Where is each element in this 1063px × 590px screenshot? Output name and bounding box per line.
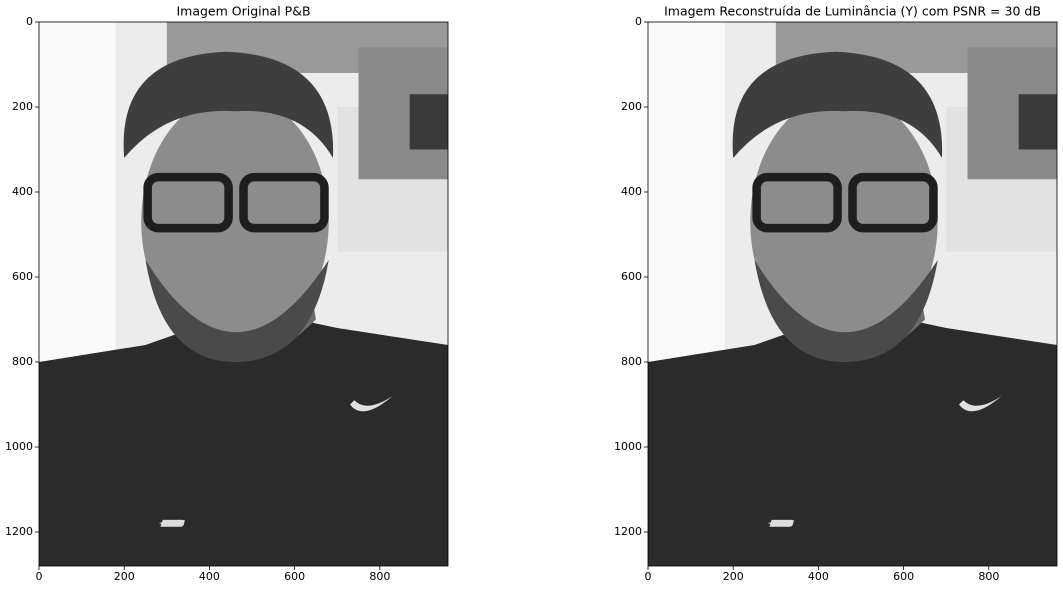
face [141, 94, 329, 350]
y-tick-label: 0 [635, 15, 642, 28]
y-tick-label: 200 [12, 100, 33, 113]
y-tick-label: 1000 [5, 440, 33, 453]
y-tick-label: 600 [12, 270, 33, 283]
y-tick-label: 600 [621, 270, 642, 283]
shirt-text: BEST IS [162, 521, 183, 527]
chart-title: Imagem Original P&B [176, 4, 310, 19]
x-tick-label: 400 [808, 570, 829, 583]
glasses-left [143, 172, 233, 233]
y-tick-label: 800 [12, 355, 33, 368]
glasses-left [752, 172, 842, 233]
image: BEST IS [648, 22, 1057, 566]
image-panel: BEST IS [648, 22, 1057, 566]
glasses-right [848, 172, 938, 233]
shirt-text: BEST IS [771, 521, 792, 527]
x-tick-label: 600 [284, 570, 305, 583]
hair [732, 51, 943, 158]
y-tick-label: 1200 [614, 525, 642, 538]
beard [754, 260, 938, 362]
x-tick-label: 0 [36, 570, 43, 583]
books [1018, 94, 1057, 150]
y-tick-label: 0 [26, 15, 33, 28]
chart-title: Imagem Reconstruída de Luminância (Y) co… [664, 4, 1041, 19]
image: BEST IS [39, 22, 448, 566]
logo [959, 396, 1002, 412]
face [750, 94, 938, 350]
axes-frame [38, 21, 449, 567]
x-tick-label: 800 [978, 570, 999, 583]
books [409, 94, 448, 150]
hair [123, 51, 334, 158]
y-tick-label: 400 [621, 185, 642, 198]
x-tick-label: 400 [199, 570, 220, 583]
x-tick-label: 800 [369, 570, 390, 583]
beard [145, 260, 329, 362]
x-tick-label: 200 [114, 570, 135, 583]
y-tick-label: 200 [621, 100, 642, 113]
y-tick-label: 1200 [5, 525, 33, 538]
y-tick-label: 400 [12, 185, 33, 198]
x-tick-label: 0 [645, 570, 652, 583]
shirt [648, 315, 1057, 566]
logo [350, 396, 393, 412]
y-tick-label: 1000 [614, 440, 642, 453]
x-tick-label: 600 [893, 570, 914, 583]
image-panel: BEST IS [39, 22, 448, 566]
axes-frame [647, 21, 1058, 567]
shirt [39, 315, 448, 566]
x-tick-label: 200 [723, 570, 744, 583]
wall-shadow [648, 22, 725, 362]
glasses-right [239, 172, 329, 233]
wall-shadow [39, 22, 116, 362]
y-tick-label: 800 [621, 355, 642, 368]
